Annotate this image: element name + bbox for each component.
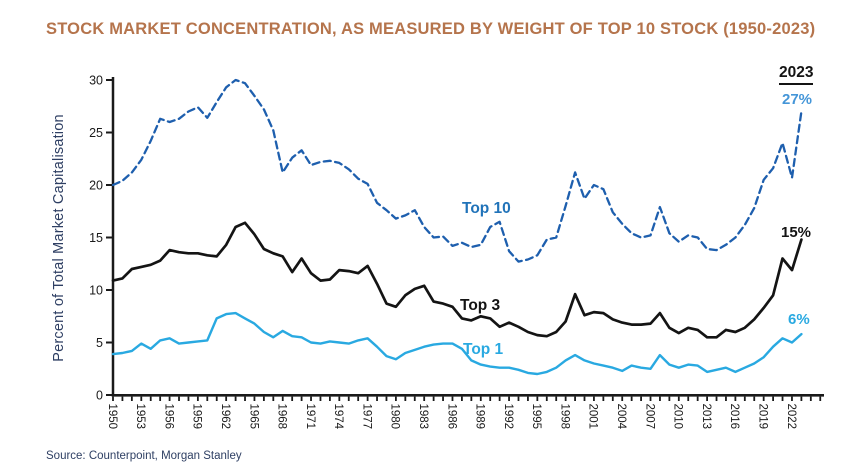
y-axis-title: Percent of Total Market Capitalisation (51, 114, 67, 362)
source-note: Source: Counterpoint, Morgan Stanley (46, 450, 242, 462)
annotation-top3-value: 15% (781, 224, 812, 241)
x-tick-label: 1956 (162, 404, 174, 430)
series-line-top-3 (111, 221, 803, 339)
series-line-top-1 (111, 311, 803, 376)
annotation-top1-value: 6% (788, 311, 810, 328)
x-tick-label: 1965 (247, 404, 259, 430)
x-tick-label: 2007 (643, 404, 655, 430)
x-tick-label: 1977 (360, 404, 372, 430)
chart-title: STOCK MARKET CONCENTRATION, AS MEASURED … (46, 20, 816, 38)
x-tick-label: 1998 (558, 404, 570, 430)
annotation-year-2023: 2023 (779, 64, 814, 85)
x-tick-label: 1986 (445, 404, 457, 430)
x-tick-label: 1959 (191, 404, 203, 430)
x-tick-label: 1950 (106, 404, 118, 430)
x-tick-label: 2019 (756, 404, 768, 430)
series-label-top1: Top 1 (463, 341, 504, 358)
annotation-top10-value: 27% (782, 91, 813, 108)
y-tick-label: 5 (96, 336, 103, 350)
x-tick-label: 1974 (332, 404, 344, 430)
x-tick-label: 2013 (700, 404, 712, 430)
y-tick-label: 15 (89, 231, 103, 245)
x-tick-label: 1962 (219, 404, 231, 430)
x-tick-label: 2010 (672, 404, 684, 430)
x-tick-label: 2004 (615, 404, 627, 430)
x-tick-label: 1968 (276, 404, 288, 430)
series-label-top3: Top 3 (460, 297, 501, 314)
x-tick-label: 2022 (785, 404, 797, 430)
y-tick-label: 25 (89, 126, 103, 140)
x-tick-label: 1989 (474, 404, 486, 430)
series-line-top-10 (111, 78, 803, 263)
series-label-top10: Top 10 (462, 200, 511, 217)
y-tick-label: 20 (89, 178, 103, 192)
y-tick-label: 10 (89, 283, 103, 297)
x-tick-label: 2016 (728, 404, 740, 430)
y-tick-label: 30 (89, 73, 103, 87)
x-tick-label: 1992 (502, 404, 514, 430)
x-tick-label: 2001 (587, 404, 599, 430)
x-tick-label: 1980 (389, 404, 401, 430)
x-tick-label: 1953 (134, 404, 146, 430)
y-tick-label: 0 (96, 388, 103, 402)
x-tick-label: 1971 (304, 404, 316, 430)
x-tick-label: 1983 (417, 404, 429, 430)
x-tick-label: 1995 (530, 404, 542, 430)
